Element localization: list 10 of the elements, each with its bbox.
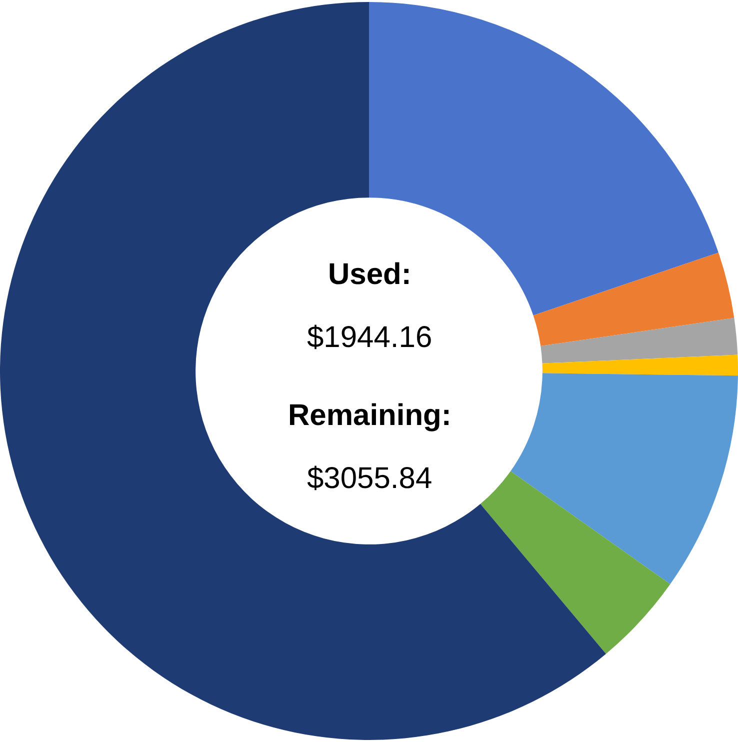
donut-slice: [0, 2, 606, 740]
text: Remaining:: [288, 399, 452, 432]
text: $1944.16: [307, 321, 432, 354]
donut-slice: [540, 318, 738, 364]
text: Used:: [328, 258, 412, 291]
donut-slice: [510, 373, 738, 584]
donut-slice: [542, 354, 738, 376]
donut-slice: [533, 252, 734, 346]
text: $3055.84: [307, 462, 432, 495]
donut-slice: [480, 471, 670, 654]
